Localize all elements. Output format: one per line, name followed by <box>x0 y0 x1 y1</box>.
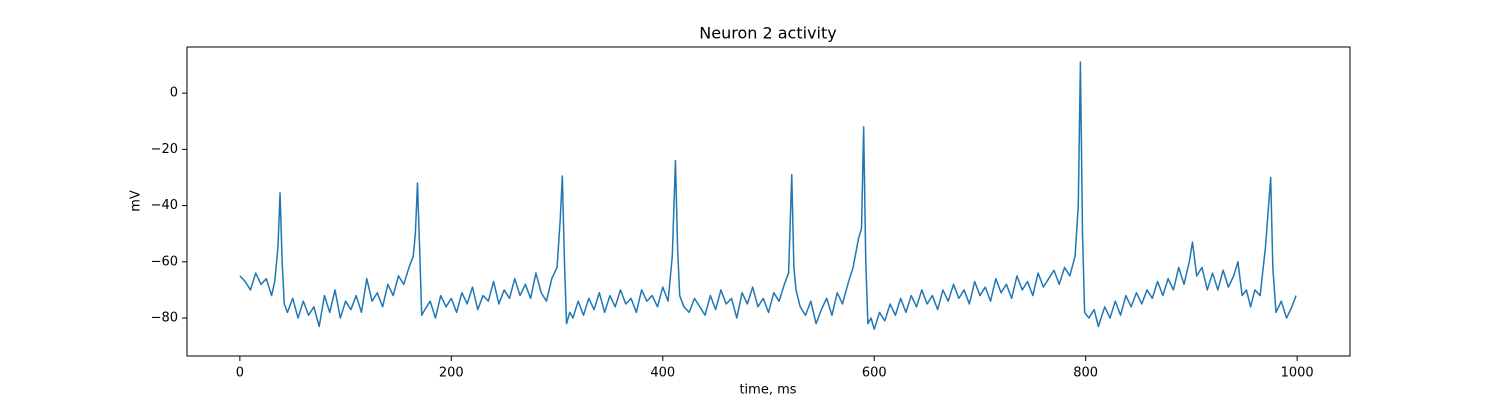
x-tick-label: 800 <box>1073 366 1098 381</box>
plot-frame <box>186 46 1351 357</box>
line-series <box>239 61 1297 331</box>
x-tick-label: 200 <box>439 366 464 381</box>
x-tick-label: 1000 <box>1281 366 1314 381</box>
y-axis-label: mV <box>129 190 144 212</box>
x-tick-label: 600 <box>862 366 887 381</box>
y-tick-label: −60 <box>151 254 178 269</box>
y-tick-label: 0 <box>170 86 178 101</box>
x-tick-label: 0 <box>236 366 244 381</box>
x-tick-label: 400 <box>650 366 675 381</box>
y-tick-label: −80 <box>151 311 178 326</box>
x-axis-label: time, ms <box>739 383 796 398</box>
y-tick-label: −40 <box>151 198 178 213</box>
y-tick-label: −20 <box>151 142 178 157</box>
chart-title: Neuron 2 activity <box>699 24 836 43</box>
